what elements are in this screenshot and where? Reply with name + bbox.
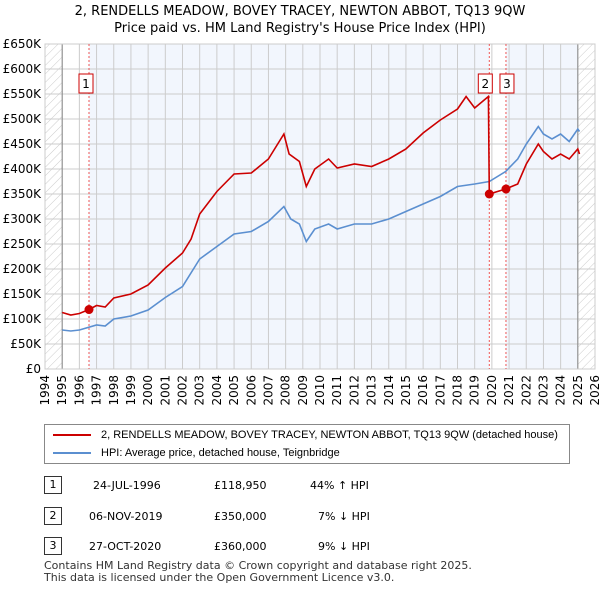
y-tick-label: £300K	[3, 212, 43, 226]
table-row: 3 27-OCT-2020 £360,000 9% ↓ HPI	[0, 537, 600, 557]
y-tick-label: £500K	[3, 112, 43, 126]
sale-point	[484, 189, 494, 199]
x-tick-label: 2013	[365, 375, 379, 406]
footer-line: Contains HM Land Registry data © Crown c…	[44, 559, 472, 572]
x-tick-label: 2004	[210, 375, 224, 406]
sale-label: 3	[503, 77, 511, 91]
x-tick-label: 2023	[536, 375, 550, 406]
legend-item-property: 2, RENDELLS MEADOW, BOVEY TRACEY, NEWTON…	[53, 428, 558, 442]
y-tick-label: £350K	[3, 187, 43, 201]
x-tick-label: 2010	[313, 375, 327, 406]
x-tick-label: 2006	[244, 375, 258, 406]
x-tick-label: 1996	[72, 375, 86, 406]
y-tick-label: £600K	[3, 62, 43, 76]
chart-title: 2, RENDELLS MEADOW, BOVEY TRACEY, NEWTON…	[74, 4, 526, 19]
x-tick-label: 2002	[176, 375, 190, 406]
sale-marker: 3	[44, 537, 62, 555]
y-tick-label: £50K	[10, 337, 42, 351]
sale-point	[501, 184, 511, 194]
y-tick-label: £200K	[3, 262, 43, 276]
x-tick-label: 1998	[107, 375, 121, 406]
x-tick-label: 2020	[485, 375, 499, 406]
x-tick-label: 2021	[502, 375, 516, 406]
hatched-region-post	[577, 44, 595, 369]
sale-marker: 1	[44, 476, 62, 494]
hpi-line	[62, 125, 581, 332]
x-tick-label: 2005	[227, 375, 241, 406]
ownership-shade	[505, 44, 578, 369]
y-tick-label: £0	[26, 362, 41, 376]
x-tick-label: 2017	[433, 375, 447, 406]
price-chart: £0 £50K £100K £150K £200K £250K £300K £350K £400…	[3, 37, 600, 406]
x-tick-label: 2007	[261, 375, 275, 406]
sale-label-box	[78, 73, 94, 94]
property-price-line	[61, 94, 581, 316]
table-row: 1 24-JUL-1996 £118,950 44% ↑ HPI	[0, 476, 600, 496]
x-tick-label: 2000	[141, 375, 155, 406]
x-tick-label: 1994	[38, 375, 52, 406]
sale-point	[84, 305, 94, 315]
sale-label: 2	[481, 77, 489, 91]
x-tick-label: 2025	[571, 375, 585, 406]
y-tick-label: £650K	[3, 37, 43, 51]
x-tick-label: 1999	[124, 375, 138, 406]
legend-label: 2, RENDELLS MEADOW, BOVEY TRACEY, NEWTON…	[101, 429, 558, 441]
x-tick-label: 2018	[451, 375, 465, 406]
sale-date: 24-JUL-1996	[93, 479, 161, 492]
x-tick-label: 2008	[279, 375, 293, 406]
table-row: 2 06-NOV-2019 £350,000 7% ↓ HPI	[0, 507, 600, 527]
y-tick-label: £550K	[3, 87, 43, 101]
plot-border	[44, 43, 596, 370]
chart-subtitle: Price paid vs. HM Land Registry's House …	[114, 21, 486, 36]
y-tick-label: £100K	[3, 312, 43, 326]
x-tick-label: 2024	[554, 375, 568, 406]
sale-label-box	[499, 73, 515, 94]
sale-price: £118,950	[214, 479, 267, 492]
x-tick-label: 1997	[90, 375, 104, 406]
x-tick-label: 2019	[468, 375, 482, 406]
x-tick-label: 2015	[399, 375, 413, 406]
legend: 2, RENDELLS MEADOW, BOVEY TRACEY, NEWTON…	[44, 424, 570, 464]
x-tick-label: 2014	[382, 375, 396, 406]
sale-date: 27-OCT-2020	[89, 540, 162, 553]
x-tick-label: 2022	[519, 375, 533, 406]
footer-line: This data is licensed under the Open Gov…	[44, 571, 395, 584]
hatched-region-pre	[45, 44, 63, 369]
x-tick-label: 2026	[588, 375, 600, 406]
x-tick-label: 2016	[416, 375, 430, 406]
y-tick-label: £150K	[3, 287, 43, 301]
sale-price: £360,000	[214, 540, 267, 553]
legend-item-hpi: HPI: Average price, detached house, Teig…	[53, 446, 340, 460]
sale-hpi: 44% ↑ HPI	[310, 479, 369, 492]
y-tick-label: £450K	[3, 137, 43, 151]
y-tick-label: £250K	[3, 237, 43, 251]
sale-hpi: 9% ↓ HPI	[318, 540, 370, 553]
sale-marker: 2	[44, 507, 62, 525]
sale-price: £350,000	[214, 510, 267, 523]
sale-label-box	[477, 73, 493, 94]
footer: Contains HM Land Registry data © Crown c…	[44, 560, 472, 584]
x-tick-label: 2011	[330, 375, 344, 406]
sale-hpi: 7% ↓ HPI	[318, 510, 370, 523]
ownership-shade	[89, 44, 490, 369]
sale-label: 1	[82, 77, 90, 91]
x-tick-label: 2012	[347, 375, 361, 406]
sale-date: 06-NOV-2019	[89, 510, 163, 523]
x-tick-label: 1995	[55, 375, 69, 406]
x-tick-label: 2009	[296, 375, 310, 406]
x-tick-label: 2001	[158, 375, 172, 406]
x-tick-label: 2003	[193, 375, 207, 406]
y-tick-label: £400K	[3, 162, 43, 176]
legend-label: HPI: Average price, detached house, Teig…	[101, 447, 340, 459]
